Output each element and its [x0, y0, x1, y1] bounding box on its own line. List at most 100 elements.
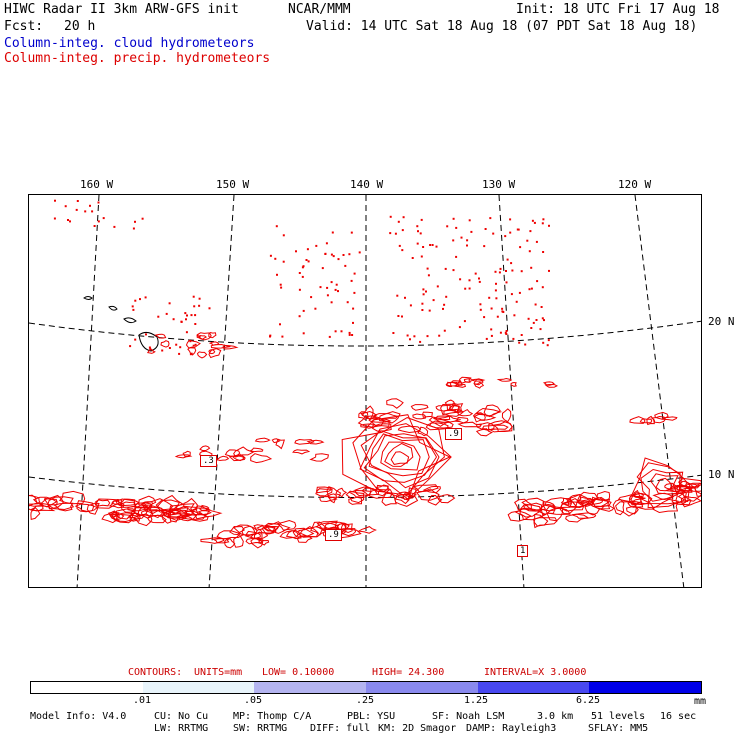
precip-speck [402, 216, 405, 219]
precip-contour [197, 334, 208, 340]
precip-contour [326, 486, 342, 499]
precip-speck [334, 288, 337, 291]
precip-speck [342, 254, 345, 256]
precip-contour [210, 343, 231, 349]
precip-contour [208, 341, 220, 346]
precip-contour [316, 486, 332, 494]
precip-contour [544, 497, 572, 509]
precip-speck [427, 274, 430, 277]
precip-speck [542, 251, 545, 253]
precip-speck [411, 257, 414, 259]
precip-contour [654, 411, 669, 420]
precip-speck [194, 323, 197, 325]
precip-contour [412, 484, 439, 493]
precip-speck [276, 273, 278, 276]
precip-contour [360, 423, 376, 429]
forecast-hour: 20 h [64, 19, 96, 34]
precip-contour [233, 533, 244, 548]
precip-contour [101, 511, 120, 524]
precip-contour [668, 486, 695, 492]
precip-speck [421, 309, 424, 311]
precip-speck [468, 287, 471, 290]
precip-contour [514, 498, 532, 511]
precip-speck [483, 316, 486, 319]
precip-speck [483, 245, 486, 248]
colorbar-tick-0: .01 [133, 695, 152, 706]
precip-speck [530, 327, 533, 329]
precip-speck [189, 340, 192, 343]
meridian-120w [634, 195, 685, 587]
precip-speck [102, 217, 105, 220]
precip-contour [483, 404, 501, 417]
precip-speck [490, 334, 493, 337]
precip-contour [599, 504, 615, 512]
precip-contour [76, 500, 95, 513]
precip-contour [410, 404, 429, 411]
precip-contour [39, 497, 58, 506]
model-mp: MP: Thomp C/A [233, 711, 312, 722]
precip-speck [498, 271, 501, 274]
precip-contour [380, 441, 421, 471]
precip-speck [97, 201, 100, 204]
precip-speck [324, 252, 327, 255]
precip-speck [190, 314, 193, 317]
precip-speck [93, 225, 96, 227]
precip-contour [197, 510, 212, 516]
precip-speck [506, 258, 509, 261]
precip-speck [340, 330, 343, 333]
precip-speck [420, 255, 423, 258]
precip-speck [510, 293, 513, 296]
colorbar-tick-4: 6.25 [576, 695, 601, 706]
precip-field-legend: Column-integ. precip. hydrometeors [4, 51, 271, 66]
precip-speck [478, 280, 481, 283]
precip-speck [350, 279, 353, 282]
precip-contour [215, 455, 230, 462]
precip-speck [141, 217, 144, 220]
model-diff: DIFF: full [310, 723, 371, 734]
precip-speck [275, 225, 278, 228]
precip-contour [229, 525, 245, 536]
precip-speck [352, 321, 354, 324]
lat-label-20n: 20 N [708, 315, 735, 328]
precip-speck [526, 239, 529, 242]
precip-contour [115, 498, 140, 507]
precip-speck [438, 334, 441, 337]
precip-contour [138, 495, 157, 509]
model-sw: SW: RRTMG [233, 723, 288, 734]
precip-speck [413, 335, 416, 338]
precip-contour [521, 497, 547, 511]
precip-contour [646, 415, 655, 426]
lat-label-10n: 10 N [708, 468, 735, 481]
precip-speck [330, 301, 333, 304]
precip-speck [149, 347, 152, 350]
precip-speck [443, 329, 446, 332]
precip-speck [350, 231, 353, 234]
precip-contour [685, 482, 701, 490]
precip-speck [337, 258, 340, 261]
precip-contour [422, 485, 441, 494]
precip-speck [134, 338, 137, 341]
precip-contour [457, 421, 482, 428]
organization: NCAR/MMM [288, 2, 351, 17]
precip-contour [357, 415, 385, 428]
precip-speck [505, 330, 508, 332]
precip-contour [352, 414, 452, 501]
precip-speck [425, 290, 427, 293]
precip-speck [198, 335, 201, 338]
precip-speck [319, 286, 322, 289]
precip-contour [185, 339, 201, 349]
precip-speck [295, 250, 297, 253]
precip-speck [426, 335, 429, 338]
precip-speck [185, 331, 188, 334]
precip-speck [310, 296, 313, 299]
precip-speck [321, 267, 324, 270]
precip-speck [416, 242, 419, 245]
precip-speck [431, 244, 434, 246]
precip-speck [484, 228, 487, 230]
precip-speck [446, 225, 449, 228]
precip-speck [463, 320, 466, 323]
parallel-20n [29, 320, 701, 347]
precip-speck [186, 314, 188, 317]
precip-speck [535, 240, 538, 243]
precip-speck [330, 281, 333, 284]
